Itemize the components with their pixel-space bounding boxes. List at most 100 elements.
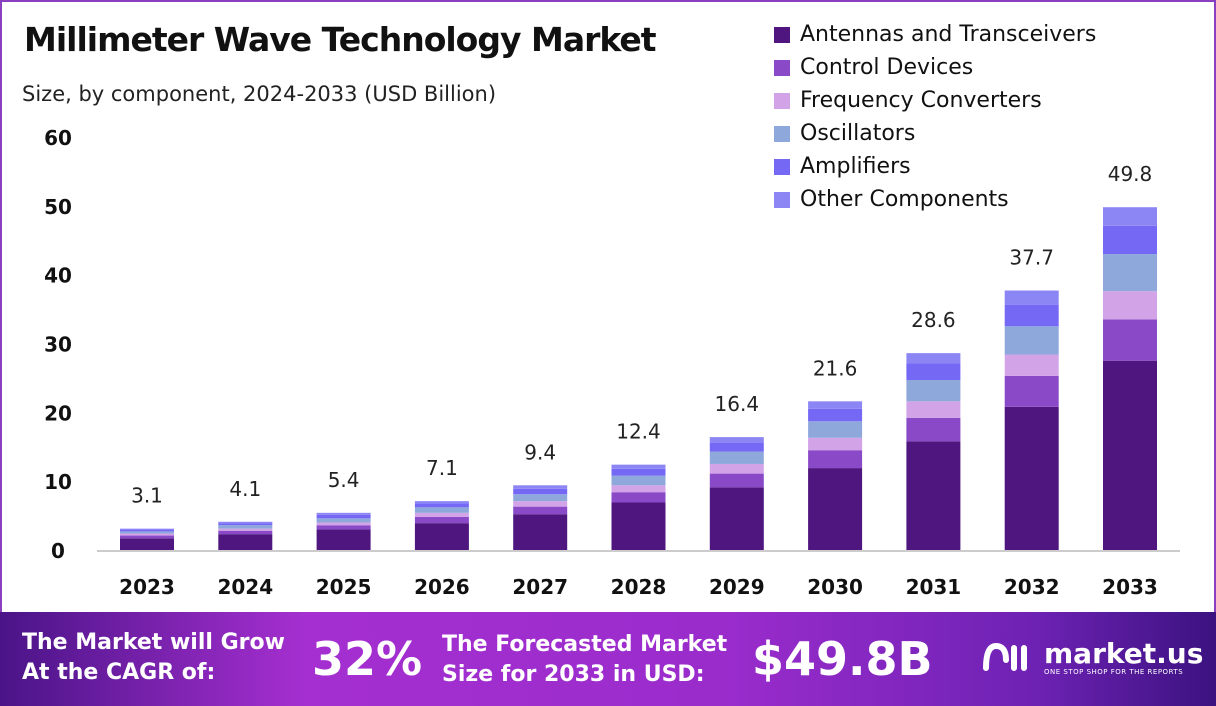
cagr-label-line1: The Market will Grow xyxy=(22,630,285,655)
bar-segment xyxy=(316,512,371,515)
total-label: 16.4 xyxy=(715,392,760,416)
total-label: 21.6 xyxy=(813,356,858,380)
x-tick-label: 2031 xyxy=(906,575,962,599)
forecast-label-line2: Size for 2033 in USD: xyxy=(442,662,705,687)
bar-segment xyxy=(808,437,863,451)
y-tick-label: 30 xyxy=(44,333,72,357)
bar-segment xyxy=(1103,291,1157,320)
bar-segment xyxy=(611,468,666,476)
bar-segment xyxy=(1004,375,1059,407)
x-tick-label: 2023 xyxy=(119,575,175,599)
bar-segment xyxy=(906,379,961,402)
legend-item: Control Devices xyxy=(774,51,1096,84)
forecast-label-line1: The Forecasted Market xyxy=(442,632,728,657)
total-label: 12.4 xyxy=(616,420,661,444)
cagr-value: 32% xyxy=(312,632,423,686)
total-label: 28.6 xyxy=(911,308,956,332)
bar-segment xyxy=(120,535,174,539)
bar-segment xyxy=(316,514,371,519)
bar-segment xyxy=(513,485,568,489)
bar-segment xyxy=(1103,207,1157,226)
x-tick-label: 2032 xyxy=(1004,575,1060,599)
bar-segment xyxy=(414,512,469,517)
legend-item: Amplifiers xyxy=(774,150,1096,183)
brand-logo: market.us ONE STOP SHOP FOR THE REPORTS xyxy=(980,638,1203,678)
y-tick-label: 20 xyxy=(44,401,72,425)
y-tick-label: 60 xyxy=(44,126,72,150)
bar-segment xyxy=(611,464,666,469)
legend-item: Oscillators xyxy=(774,117,1096,150)
legend: Antennas and Transceivers Control Devices… xyxy=(774,18,1096,216)
bar-segment xyxy=(709,451,764,464)
legend-swatch xyxy=(774,191,790,208)
x-tick-label: 2024 xyxy=(217,575,273,599)
bar-segment xyxy=(1103,225,1157,255)
bar-segment xyxy=(1103,254,1157,292)
bar-segment xyxy=(120,533,174,536)
cagr-label-line2: At the CAGR of: xyxy=(22,660,216,685)
bar-segment xyxy=(611,475,666,486)
bar-segment xyxy=(808,401,863,409)
total-label: 37.7 xyxy=(1009,245,1054,269)
forecast-label: The Forecasted Market Size for 2033 in U… xyxy=(442,630,727,690)
total-label: 4.1 xyxy=(229,477,261,501)
legend-item: Antennas and Transceivers xyxy=(774,18,1096,51)
legend-swatch xyxy=(774,59,790,76)
legend-label: Oscillators xyxy=(800,121,916,146)
bar-segment xyxy=(1103,360,1157,550)
legend-swatch xyxy=(774,125,790,142)
bar-segment xyxy=(414,516,469,524)
total-label: 3.1 xyxy=(131,484,163,508)
bar-segment xyxy=(1004,304,1059,327)
x-tick-label: 2025 xyxy=(316,575,372,599)
total-label: 9.4 xyxy=(524,440,556,464)
bar-segment xyxy=(709,437,764,443)
legend-label: Amplifiers xyxy=(800,154,911,179)
x-tick-label: 2027 xyxy=(512,575,568,599)
footer-banner: The Market will Grow At the CAGR of: 32%… xyxy=(0,612,1216,706)
bar-segment xyxy=(316,529,371,550)
chart-title: Millimeter Wave Technology Market xyxy=(24,20,657,59)
bar-segment xyxy=(611,502,666,550)
bar-segment xyxy=(513,506,568,515)
bar-segment xyxy=(1004,406,1059,550)
y-tick-label: 40 xyxy=(44,264,72,288)
x-tick-label: 2026 xyxy=(414,575,470,599)
y-tick-label: 0 xyxy=(51,539,65,563)
total-label: 7.1 xyxy=(426,456,458,480)
x-tick-label: 2028 xyxy=(611,575,667,599)
bar-segment xyxy=(611,485,666,493)
legend-item: Frequency Converters xyxy=(774,84,1096,117)
legend-label: Other Components xyxy=(800,187,1009,212)
bar-segment xyxy=(906,353,961,364)
x-tick-label: 2029 xyxy=(709,575,765,599)
bar-segment xyxy=(316,522,371,526)
x-tick-label: 2033 xyxy=(1102,575,1158,599)
y-tick-label: 50 xyxy=(44,195,72,219)
bar-segment xyxy=(414,523,469,550)
legend-swatch xyxy=(774,92,790,109)
logo-icon xyxy=(983,642,1027,671)
bar-segment xyxy=(120,538,174,550)
chart-plot: 0 10 20 30 40 50 60 3.1 2023 4.1 2024 5.4 2025 7.1 202… xyxy=(44,126,1180,599)
bar-segment xyxy=(808,450,863,469)
total-label: 49.8 xyxy=(1108,162,1153,186)
bar-segment xyxy=(218,534,273,550)
bar-segment xyxy=(906,441,961,550)
bar-segment xyxy=(218,521,273,524)
bar-segment xyxy=(1004,354,1059,376)
legend-item: Other Components xyxy=(774,183,1096,216)
legend-swatch xyxy=(774,158,790,175)
y-tick-label: 10 xyxy=(44,470,72,494)
bar-segment xyxy=(414,507,469,513)
bar-segment xyxy=(218,525,273,529)
bar-segment xyxy=(611,492,666,503)
bar-segment xyxy=(709,442,764,452)
bar-segment xyxy=(120,531,174,534)
bar-segment xyxy=(513,488,568,495)
total-label: 5.4 xyxy=(328,468,360,492)
bar-segment xyxy=(218,528,273,531)
brand-name: market.us xyxy=(1044,637,1204,670)
bar-segment xyxy=(513,494,568,502)
